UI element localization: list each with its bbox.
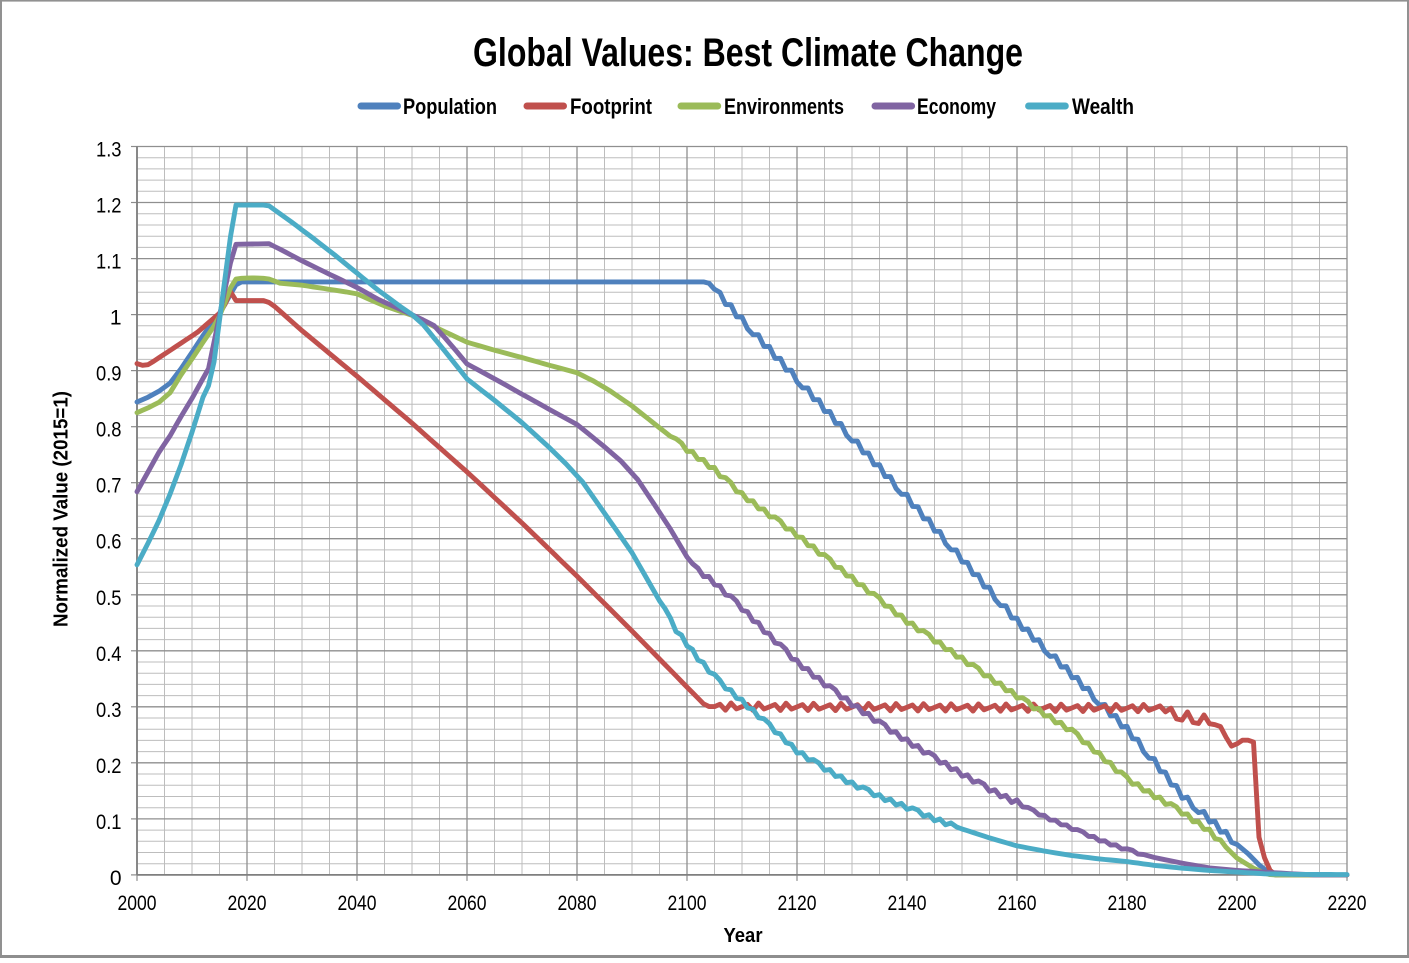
svg-text:Environments: Environments <box>724 94 844 119</box>
svg-text:1.2: 1.2 <box>96 195 122 218</box>
svg-text:1.1: 1.1 <box>96 251 122 274</box>
svg-text:1: 1 <box>110 307 122 330</box>
svg-text:Footprint: Footprint <box>570 94 653 119</box>
svg-text:0.3: 0.3 <box>96 699 122 722</box>
svg-text:0: 0 <box>110 867 122 890</box>
svg-text:2140: 2140 <box>888 892 927 915</box>
svg-text:Normalized Value (2015=1): Normalized Value (2015=1) <box>51 391 73 627</box>
svg-text:2220: 2220 <box>1328 892 1367 915</box>
svg-text:2020: 2020 <box>228 892 267 915</box>
svg-text:0.8: 0.8 <box>96 419 122 442</box>
svg-text:2160: 2160 <box>998 892 1037 915</box>
svg-text:1.3: 1.3 <box>96 139 122 162</box>
svg-text:2120: 2120 <box>778 892 817 915</box>
svg-text:0.4: 0.4 <box>96 643 122 666</box>
svg-text:Global Values: Best Climate Ch: Global Values: Best Climate Change <box>473 31 1023 75</box>
svg-text:0.5: 0.5 <box>96 587 122 610</box>
svg-text:2180: 2180 <box>1108 892 1147 915</box>
svg-text:2200: 2200 <box>1218 892 1257 915</box>
svg-text:Wealth: Wealth <box>1072 94 1134 119</box>
svg-text:0.1: 0.1 <box>96 811 122 834</box>
svg-text:0.9: 0.9 <box>96 363 122 386</box>
svg-text:Economy: Economy <box>917 94 997 119</box>
svg-text:Population: Population <box>403 94 497 119</box>
svg-text:0.7: 0.7 <box>96 475 122 498</box>
svg-text:2060: 2060 <box>448 892 487 915</box>
svg-text:2040: 2040 <box>338 892 377 915</box>
svg-text:0.6: 0.6 <box>96 531 122 554</box>
svg-text:2000: 2000 <box>118 892 157 915</box>
svg-text:0.2: 0.2 <box>96 755 122 778</box>
svg-text:Year: Year <box>724 925 763 947</box>
svg-text:2100: 2100 <box>668 892 707 915</box>
svg-text:2080: 2080 <box>558 892 597 915</box>
